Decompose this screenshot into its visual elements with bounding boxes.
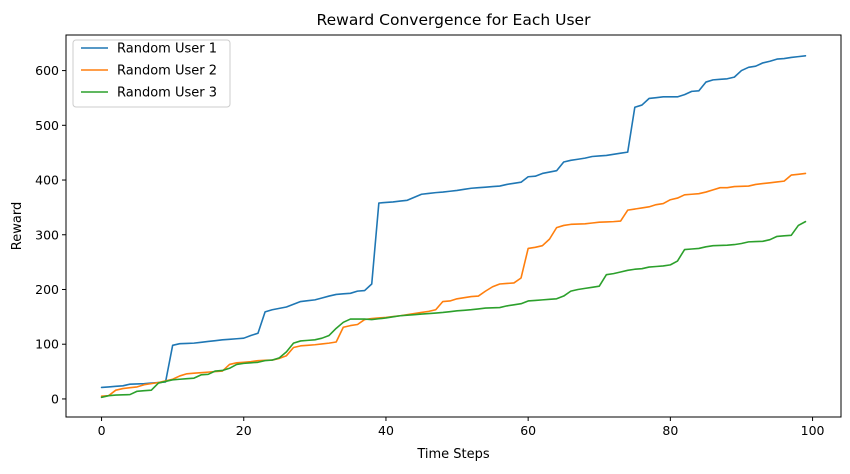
y-tick-label: 0 [51, 391, 59, 406]
series-line-3 [100, 220, 807, 399]
x-tick-label: 0 [98, 423, 106, 438]
legend-label-3: Random User 3 [117, 86, 217, 101]
chart-title: Reward Convergence for Each User [317, 11, 592, 29]
x-tick-label: 80 [662, 423, 678, 438]
legend-box [72, 39, 231, 108]
legend-label-1: Random User 1 [117, 42, 217, 57]
plot-frame [65, 34, 842, 418]
legend-label-2: Random User 2 [117, 64, 217, 79]
y-axis-ticks: 0 100 200 300 400 500 600 [35, 63, 66, 406]
y-tick-label: 100 [35, 337, 59, 352]
x-tick-label: 100 [801, 423, 825, 438]
y-tick-label: 400 [35, 173, 59, 188]
x-tick-label: 20 [236, 423, 252, 438]
x-axis-ticks: 0 20 40 60 80 100 [98, 417, 825, 438]
series-line-1 [100, 55, 807, 389]
y-axis-label: Reward [10, 202, 25, 250]
x-tick-label: 60 [520, 423, 536, 438]
x-axis-label: Time Steps [416, 447, 490, 462]
y-tick-label: 600 [35, 63, 59, 78]
x-tick-label: 40 [378, 423, 394, 438]
y-tick-label: 300 [35, 227, 59, 242]
series-lines [100, 55, 807, 399]
y-tick-label: 500 [35, 118, 59, 133]
legend: Random User 1 Random User 2 Random User 3 [72, 39, 231, 108]
y-tick-label: 200 [35, 282, 59, 297]
